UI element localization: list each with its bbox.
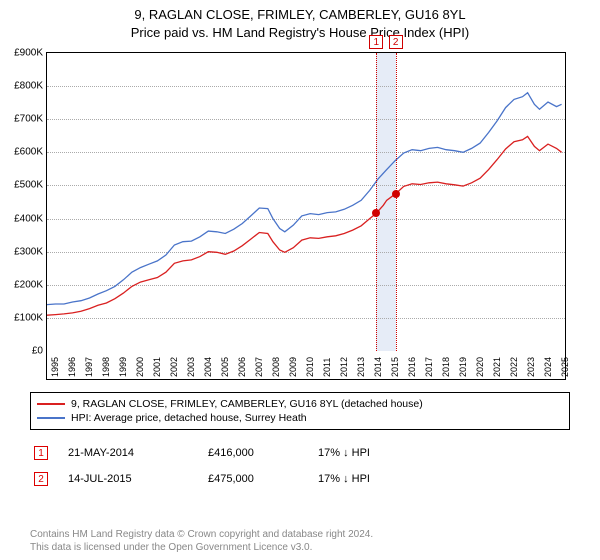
sale-index-box: 1: [34, 446, 48, 460]
sale-marker-box: 2: [389, 35, 403, 49]
sale-vs-hpi: 17% ↓ HPI: [318, 447, 438, 459]
chart-lines-svg: [47, 53, 565, 351]
sale-date: 14-JUL-2015: [68, 473, 188, 485]
sale-marker-line: [396, 53, 397, 351]
legend-label: HPI: Average price, detached house, Surr…: [71, 412, 307, 424]
chart-title: 9, RAGLAN CLOSE, FRIMLEY, CAMBERLEY, GU1…: [0, 0, 600, 41]
legend-item-property: 9, RAGLAN CLOSE, FRIMLEY, CAMBERLEY, GU1…: [37, 397, 563, 411]
y-tick-label: £900K: [14, 48, 47, 59]
sale-marker-box: 1: [369, 35, 383, 49]
series-hpi: [47, 93, 562, 305]
y-tick-label: £400K: [14, 213, 47, 224]
sale-price: £475,000: [208, 473, 298, 485]
y-tick-label: £700K: [14, 114, 47, 125]
y-tick-label: £0: [32, 346, 47, 357]
y-tick-label: £600K: [14, 147, 47, 158]
sale-dot: [392, 190, 400, 198]
sale-marker-line: [376, 53, 377, 351]
legend-label: 9, RAGLAN CLOSE, FRIMLEY, CAMBERLEY, GU1…: [71, 398, 423, 410]
title-line-1: 9, RAGLAN CLOSE, FRIMLEY, CAMBERLEY, GU1…: [134, 7, 465, 22]
sale-index-box: 2: [34, 472, 48, 486]
y-tick-label: £200K: [14, 279, 47, 290]
title-line-2: Price paid vs. HM Land Registry's House …: [131, 25, 469, 40]
sales-row: 2 14-JUL-2015 £475,000 17% ↓ HPI: [30, 466, 570, 492]
plot-area: £0£100K£200K£300K£400K£500K£600K£700K£80…: [47, 53, 565, 351]
footnote-line-2: This data is licensed under the Open Gov…: [30, 542, 312, 553]
footnote-line-1: Contains HM Land Registry data © Crown c…: [30, 529, 373, 540]
sale-dot: [372, 209, 380, 217]
sale-price: £416,000: [208, 447, 298, 459]
x-axis-labels: 1995199619971998199920002001200220032004…: [47, 351, 565, 379]
legend-swatch: [37, 403, 65, 405]
legend: 9, RAGLAN CLOSE, FRIMLEY, CAMBERLEY, GU1…: [30, 392, 570, 430]
y-tick-label: £300K: [14, 246, 47, 257]
series-property: [47, 136, 562, 315]
y-tick-label: £800K: [14, 81, 47, 92]
sale-date: 21-MAY-2014: [68, 447, 188, 459]
legend-item-hpi: HPI: Average price, detached house, Surr…: [37, 411, 563, 425]
footnote: Contains HM Land Registry data © Crown c…: [30, 528, 373, 554]
sale-vs-hpi: 17% ↓ HPI: [318, 473, 438, 485]
y-tick-label: £500K: [14, 180, 47, 191]
y-tick-label: £100K: [14, 312, 47, 323]
legend-swatch: [37, 417, 65, 419]
chart-frame: £0£100K£200K£300K£400K£500K£600K£700K£80…: [46, 52, 566, 380]
sales-row: 1 21-MAY-2014 £416,000 17% ↓ HPI: [30, 440, 570, 466]
sales-table: 1 21-MAY-2014 £416,000 17% ↓ HPI 2 14-JUL-201…: [30, 440, 570, 492]
